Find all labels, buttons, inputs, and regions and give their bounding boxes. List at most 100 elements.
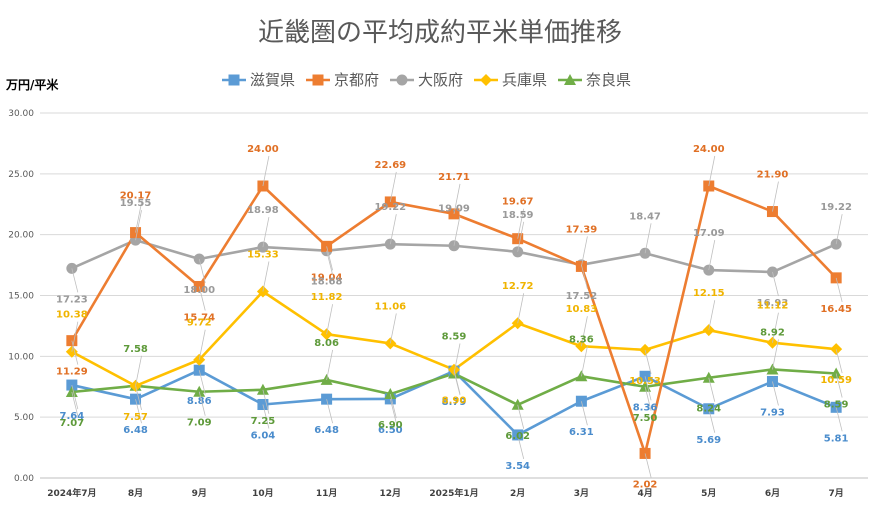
- legend-entry: 京都府: [306, 71, 379, 89]
- leader-line: [835, 277, 843, 302]
- data-label: 8.86: [187, 396, 212, 407]
- data-point: [702, 371, 715, 383]
- data-label: 18.68: [311, 277, 343, 288]
- leader-line: [644, 223, 652, 254]
- legend-label: 京都府: [334, 71, 379, 89]
- data-label: 8.36: [633, 402, 658, 413]
- data-label: 19.67: [502, 197, 534, 208]
- data-label: 11.82: [311, 292, 343, 303]
- data-label: 8.92: [760, 327, 785, 338]
- data-label: 8.79: [442, 397, 467, 408]
- data-label: 7.64: [60, 411, 85, 422]
- y-tick-label: 25.00: [8, 170, 34, 180]
- data-label: 18.00: [183, 285, 215, 296]
- data-label: 19.22: [374, 202, 406, 213]
- data-label: 15.33: [247, 249, 279, 260]
- y-tick-label: 15.00: [8, 292, 34, 302]
- leader-line: [453, 215, 461, 246]
- leader-line: [772, 339, 779, 370]
- data-label: 6.48: [314, 425, 339, 436]
- data-label: 11.12: [757, 301, 789, 312]
- data-label: 7.58: [123, 344, 148, 355]
- x-tick-label: 11月: [316, 488, 338, 499]
- data-label: 8.36: [569, 334, 594, 345]
- x-tick-label: 4月: [637, 488, 652, 499]
- data-label: 17.23: [56, 294, 88, 305]
- data-label: 2.02: [633, 479, 658, 490]
- data-label: 10.59: [820, 375, 852, 386]
- data-point: [384, 388, 397, 400]
- leader-line: [326, 349, 334, 381]
- leader-line: [772, 181, 779, 212]
- leader-line: [708, 300, 716, 331]
- leader-line: [71, 340, 79, 365]
- leader-line: [835, 214, 843, 245]
- leader-line: [262, 216, 270, 248]
- data-label: 19.04: [311, 272, 343, 283]
- leader-line: [198, 370, 206, 395]
- data-label: 21.90: [757, 170, 789, 181]
- data-label: 15.74: [183, 312, 215, 323]
- x-tick-label: 10月: [252, 488, 274, 499]
- data-label: 16.45: [820, 304, 852, 315]
- data-label: 9.72: [187, 318, 212, 329]
- leader-line: [326, 304, 334, 335]
- leader-line: [453, 343, 461, 374]
- data-label: 6.50: [378, 425, 403, 436]
- leader-line: [262, 404, 270, 429]
- leader-line: [71, 384, 79, 410]
- leader-line: [580, 316, 588, 347]
- data-label: 6.31: [569, 427, 594, 438]
- leader-line: [835, 407, 843, 432]
- data-label: 6.48: [123, 425, 148, 436]
- data-label: 8.59: [442, 331, 467, 342]
- leader-line: [772, 312, 779, 343]
- leader-line: [135, 385, 142, 410]
- data-label: 19.55: [120, 198, 152, 209]
- data-label: 8.06: [314, 338, 339, 349]
- data-label: 8.59: [824, 399, 849, 410]
- leader-line: [517, 434, 525, 460]
- leader-line: [389, 313, 397, 344]
- legend-marker: [396, 74, 408, 86]
- leader-line: [517, 293, 525, 324]
- legend-label: 兵庫県: [502, 71, 547, 89]
- data-label: 3.54: [505, 461, 530, 472]
- y-tick-label: 30.00: [8, 109, 34, 119]
- data-label: 10.38: [56, 310, 88, 321]
- data-label: 7.57: [123, 412, 148, 423]
- x-tick-label: 2024年7月: [47, 487, 96, 499]
- x-tick-label: 3月: [574, 488, 589, 499]
- data-point: [639, 247, 651, 259]
- leader-line: [198, 258, 206, 284]
- data-label: 24.00: [693, 144, 725, 155]
- leader-line: [580, 401, 588, 426]
- leader-line: [262, 389, 270, 414]
- data-label: 10.53: [629, 376, 661, 387]
- leader-line: [644, 386, 652, 411]
- leader-line: [708, 377, 716, 402]
- leader-line: [708, 155, 716, 187]
- leader-line: [453, 369, 461, 394]
- data-label: 8.90: [442, 396, 467, 407]
- leader-line: [389, 214, 397, 245]
- leader-line: [580, 264, 588, 289]
- leader-line: [835, 373, 843, 398]
- data-label: 7.07: [60, 418, 85, 429]
- data-point: [830, 367, 843, 379]
- leader-line: [71, 391, 79, 417]
- data-label: 5.69: [696, 435, 721, 446]
- data-label: 22.69: [374, 160, 406, 171]
- leader-line: [517, 404, 525, 429]
- leader-line: [71, 268, 79, 293]
- legend-entry: 兵庫県: [474, 71, 547, 89]
- data-label: 6.04: [251, 431, 276, 442]
- x-tick-label: 8月: [128, 488, 143, 499]
- legend-entry: 滋賀県: [222, 71, 295, 89]
- leader-line: [135, 202, 142, 233]
- data-point: [193, 385, 206, 397]
- legend-label: 奈良県: [586, 71, 631, 89]
- leader-line: [389, 171, 397, 203]
